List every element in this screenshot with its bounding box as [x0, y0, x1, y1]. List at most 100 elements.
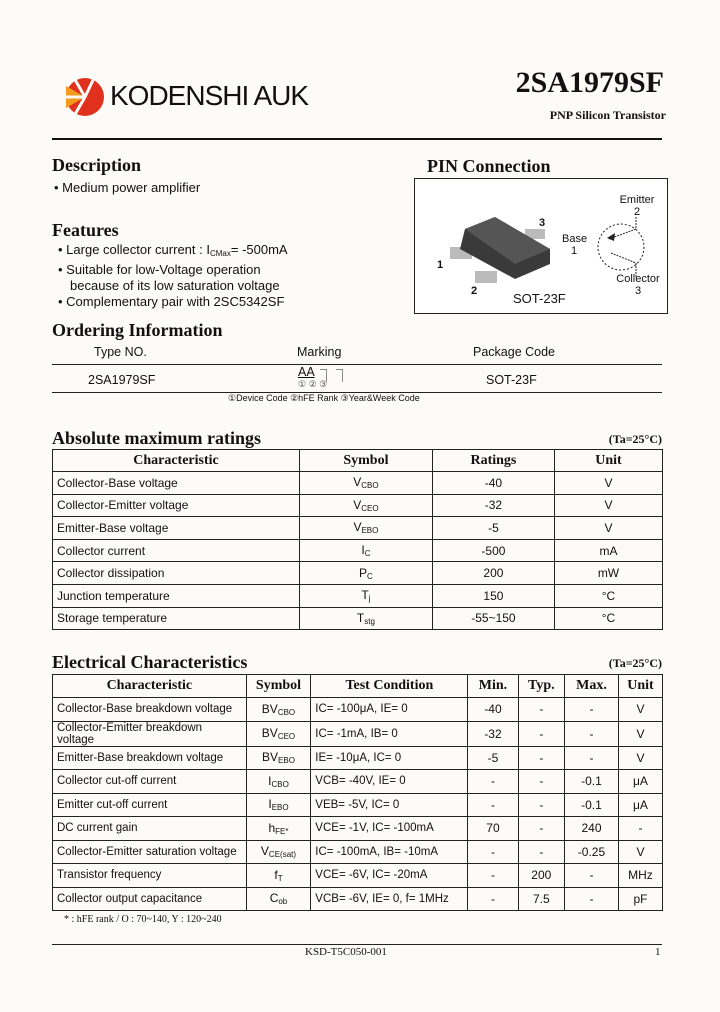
table-row: Junction temperature Tj 150 °C	[52, 583, 664, 608]
collector-label: Collector 3	[613, 273, 663, 297]
ordering-package: SOT-23F	[486, 373, 537, 387]
text: Suitable for low-Voltage operation	[66, 262, 261, 277]
table-row: Collector current IC -500 mA	[52, 538, 664, 563]
text: mW	[553, 561, 664, 585]
text: °C	[553, 606, 664, 631]
elec-header: Min.	[467, 674, 519, 698]
features-title: Features	[52, 220, 119, 240]
sot23f-package-icon	[450, 217, 550, 283]
pin-diagram: 1 2 3 SOT-23F Base 1 Emitter 2 Collector 3	[414, 178, 668, 314]
text: 200	[431, 561, 555, 585]
text: V	[617, 839, 664, 864]
text: Junction temperature	[52, 583, 300, 608]
pnp-transistor-symbol-icon	[597, 217, 645, 277]
text: Collector-Base voltage	[52, 471, 300, 495]
ordering-note: ①Device Code ②hFE Rank ③Year&Week Code	[228, 393, 420, 403]
description-text: Medium power amplifier	[62, 180, 201, 195]
text: IC= -100μA, IE= 0	[310, 697, 469, 722]
text: -	[517, 697, 566, 722]
abs-header: Ratings	[431, 449, 555, 472]
text: BV	[261, 726, 278, 740]
text: IC= -100mA, IB= -10mA	[310, 839, 469, 864]
abs-max-condition: (Ta=25°C)	[608, 432, 662, 446]
text: -	[517, 792, 566, 817]
text: -	[467, 886, 519, 911]
text: -	[517, 816, 566, 841]
electrical-table: Characteristic Symbol Test Condition Min. Ty…	[52, 674, 664, 911]
text: C	[269, 891, 279, 906]
text: V	[353, 475, 362, 490]
company-name: KODENSHI AUK	[110, 80, 309, 111]
text: V	[353, 497, 362, 512]
text: IE= -10μA, IC= 0	[310, 745, 469, 770]
text: V	[553, 493, 664, 518]
elec-header: Unit	[617, 674, 664, 698]
text: 70	[467, 816, 519, 841]
ordering-header-type: Type NO.	[94, 345, 147, 359]
text: P	[359, 565, 368, 580]
text: Collector current	[52, 538, 300, 563]
text: -	[517, 720, 566, 747]
table-row: Storage temperature Tstg -55~150 °C	[52, 606, 664, 631]
text: FE*	[275, 826, 289, 836]
abs-max-table: Characteristic Symbol Ratings Unit Collector…	[52, 449, 664, 631]
text: -	[467, 769, 519, 794]
text: Collector dissipation	[52, 561, 300, 585]
elec-header: Max.	[564, 674, 619, 698]
text: C	[367, 571, 373, 581]
text: ob	[278, 897, 288, 907]
pin-connection-title: PIN Connection	[427, 156, 551, 176]
text: V	[617, 720, 664, 747]
text: -	[467, 792, 519, 817]
text: VCB= -40V, IE= 0	[310, 769, 469, 794]
text: -	[564, 720, 619, 747]
text: μA	[617, 792, 664, 817]
text: CBO	[361, 481, 379, 491]
text: V	[260, 844, 269, 859]
table-row: Collector-Base voltage VCBO -40 V	[52, 471, 664, 495]
text: CEO	[361, 503, 379, 513]
text: -	[517, 839, 566, 864]
text: stg	[364, 616, 375, 626]
emitter-label: Emitter 2	[615, 194, 659, 218]
text: -	[467, 863, 519, 888]
text: pF	[617, 886, 664, 911]
kodenshi-logo-icon	[64, 77, 104, 117]
text: = -500mA	[230, 242, 288, 257]
text: -	[517, 769, 566, 794]
table-row: DC current gain hFE* VCE= -1V, IC= -100mA 7…	[52, 816, 664, 841]
elec-header: Characteristic	[52, 674, 247, 698]
table-row: Collector dissipation PC 200 mW	[52, 561, 664, 585]
text: Collector	[616, 273, 660, 285]
text: V	[353, 520, 362, 535]
text: Storage temperature	[52, 606, 300, 631]
part-number: 2SA1979SF	[515, 66, 664, 99]
text: -32	[467, 720, 519, 747]
text: because of its low saturation voltage	[70, 278, 280, 293]
text: T	[361, 588, 369, 603]
text: Collector-Emitter voltage	[52, 493, 300, 518]
text: -	[517, 745, 566, 770]
text: 3	[634, 285, 642, 297]
text: °C	[553, 583, 664, 608]
text: Emitter-Base breakdown voltage	[52, 745, 247, 770]
text: CE(sat)	[268, 850, 297, 860]
hfe-rank-note: * : hFE rank / O : 70~140, Y : 120~240	[64, 914, 222, 925]
text: CMax	[209, 249, 231, 258]
text: Complementary pair with 2SC5342SF	[66, 294, 285, 309]
table-row: Emitter cut-off current IEBO VEB= -5V, IC=…	[52, 792, 664, 817]
text: 2	[633, 206, 641, 218]
text: V	[553, 471, 664, 495]
text: VCE= -6V, IC= -20mA	[310, 863, 469, 888]
feature-item: • Suitable for low-Voltage operation	[58, 262, 261, 277]
header-rule	[52, 138, 662, 140]
feature-item: because of its low saturation voltage	[58, 278, 288, 294]
text: VCE= -1V, IC= -100mA	[310, 816, 469, 841]
text: Transistor frequency	[52, 863, 247, 888]
ordering-header-marking: Marking	[297, 345, 342, 359]
text: -55~150	[431, 606, 555, 631]
abs-header: Symbol	[298, 449, 433, 472]
text: EBO	[361, 526, 379, 536]
ordering-type: 2SA1979SF	[88, 373, 156, 387]
text: Base	[562, 233, 588, 245]
